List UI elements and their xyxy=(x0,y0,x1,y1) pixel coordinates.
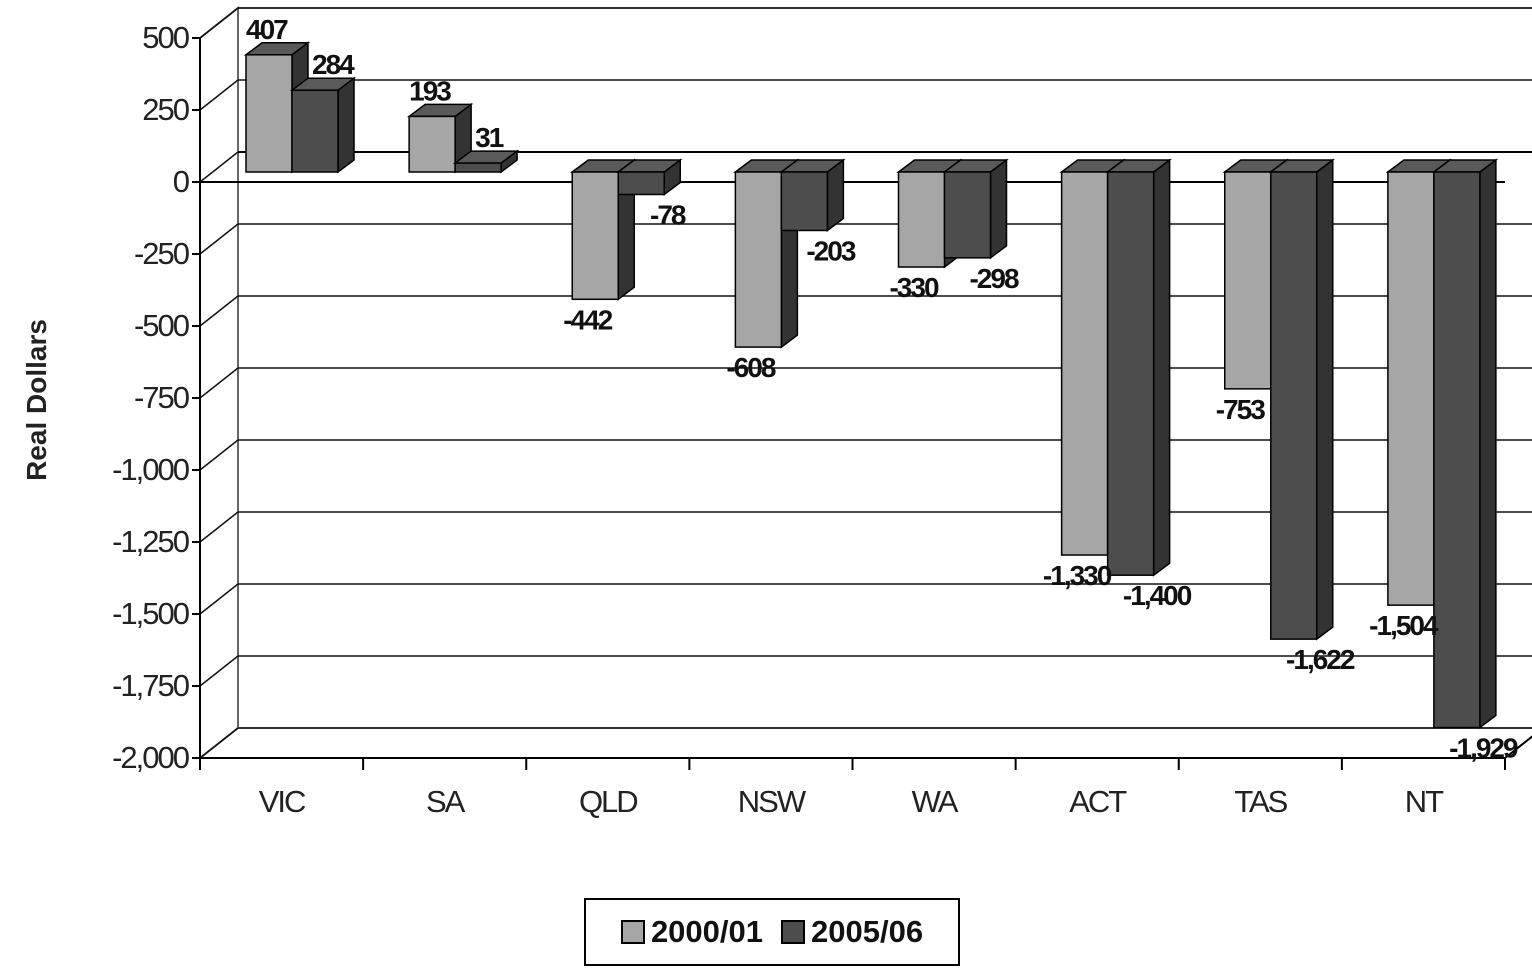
data-label-nsw-2005-06: -203 xyxy=(806,235,855,266)
legend-label-2000-01: 2000/01 xyxy=(650,914,763,949)
y-axis-label: Real Dollars xyxy=(21,319,52,481)
x-axis-depth xyxy=(1504,735,1532,759)
bar-qld-2000-01 xyxy=(570,158,637,301)
data-label-wa-2005-06: -298 xyxy=(969,263,1018,294)
bar-vic-2005-06 xyxy=(289,76,357,174)
bar-act-2005-06 xyxy=(1105,158,1172,577)
data-label-vic-2005-06: 284 xyxy=(312,49,355,80)
bar-sa-2005-06 xyxy=(452,149,520,174)
bar-nsw-2005-06 xyxy=(779,158,846,232)
gridline-side xyxy=(199,295,239,327)
x-tick-label-nt: NT xyxy=(1405,784,1444,819)
data-label-nsw-2000-01: -608 xyxy=(726,352,775,383)
x-tick-label-act: ACT xyxy=(1069,784,1127,819)
data-label-wa-2000-01: -330 xyxy=(889,272,938,303)
x-tick-label-tas: TAS xyxy=(1234,784,1287,819)
gridline-side xyxy=(199,655,239,687)
bar-wa-2005-06 xyxy=(942,158,1009,260)
legend-label-2005-06: 2005/06 xyxy=(811,914,924,949)
y-tick-label: 500 xyxy=(142,20,189,55)
data-label-act-2005-06: -1,400 xyxy=(1123,580,1192,611)
data-label-qld-2000-01: -442 xyxy=(563,304,612,335)
gridline-side xyxy=(199,367,239,399)
gridline-side xyxy=(199,727,239,759)
data-label-nt-2000-01: -1,504 xyxy=(1369,610,1439,641)
x-tick-label-qld: QLD xyxy=(579,784,637,819)
legend-item-2005-06: 2005/06 xyxy=(781,914,923,950)
gridline-side xyxy=(199,79,239,111)
y-tick-label: -500 xyxy=(134,308,190,343)
y-tick-label: -250 xyxy=(134,236,190,271)
y-axis: 500 250 0 -250 -500 -750 -1,000 -1,250 -1,500 -1,… xyxy=(112,20,201,775)
x-tick-label-vic: VIC xyxy=(259,784,306,819)
gridline-side xyxy=(199,7,239,39)
legend-swatch-2005-06 xyxy=(781,920,805,944)
legend-item-2000-01: 2000/01 xyxy=(620,914,763,950)
data-labels: 407 284 193 31 -442 -78 -608 -203 -330 -298 -1,330… xyxy=(246,14,1520,764)
bar-qld-2005-06 xyxy=(616,158,683,196)
data-label-act-2000-01: -1,330 xyxy=(1043,560,1112,591)
bars xyxy=(243,41,1499,730)
y-tick-label: -2,000 xyxy=(112,740,190,775)
gridline-side xyxy=(199,223,239,255)
y-tick-label: -1,250 xyxy=(112,524,190,559)
data-label-tas-2005-06: -1,622 xyxy=(1286,644,1355,675)
legend: 2000/01 2005/06 xyxy=(584,898,960,966)
gridline-side xyxy=(199,583,239,615)
data-label-sa-2005-06: 31 xyxy=(475,122,504,153)
data-label-vic-2000-01: 407 xyxy=(246,14,288,45)
y-tick-label: -750 xyxy=(134,380,190,415)
y-tick-label: -1,750 xyxy=(112,668,190,703)
x-tick-label-wa: WA xyxy=(912,784,959,819)
data-label-tas-2000-01: -753 xyxy=(1216,394,1265,425)
gridline-side xyxy=(199,151,239,183)
legend-swatch-2000-01 xyxy=(620,920,645,944)
data-label-nt-2005-06: -1,929 xyxy=(1449,733,1518,764)
y-tick-label: -1,500 xyxy=(112,596,190,631)
gridline-side xyxy=(199,439,239,471)
y-tick-label: 250 xyxy=(142,92,189,127)
bar-tas-2005-06 xyxy=(1268,158,1335,641)
bar-nt-2005-06 xyxy=(1431,158,1499,730)
x-tick-label-sa: SA xyxy=(426,784,466,819)
y-tick-label: 0 xyxy=(173,164,190,199)
x-axis: VIC SA QLD NSW WA ACT TAS NT xyxy=(199,735,1532,819)
x-tick-label-nsw: NSW xyxy=(738,784,807,819)
bar-sa-2000-01 xyxy=(406,102,474,174)
data-label-sa-2000-01: 193 xyxy=(409,75,451,106)
y-tick-label: -1,000 xyxy=(112,452,190,487)
data-label-qld-2005-06: -78 xyxy=(650,199,686,230)
gridline-side xyxy=(199,511,239,543)
